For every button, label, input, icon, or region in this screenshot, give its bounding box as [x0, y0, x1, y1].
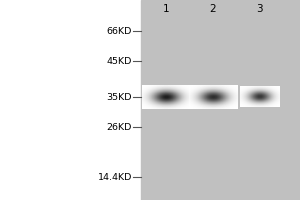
- Text: 26KD: 26KD: [106, 122, 132, 132]
- Text: 1: 1: [163, 4, 170, 14]
- Text: 2: 2: [210, 4, 216, 14]
- Text: 66KD: 66KD: [106, 26, 132, 36]
- Text: 3: 3: [256, 4, 263, 14]
- Bar: [141, 0, 300, 200]
- Text: 45KD: 45KD: [106, 56, 132, 66]
- Text: 14.4KD: 14.4KD: [98, 172, 132, 182]
- Text: 35KD: 35KD: [106, 92, 132, 102]
